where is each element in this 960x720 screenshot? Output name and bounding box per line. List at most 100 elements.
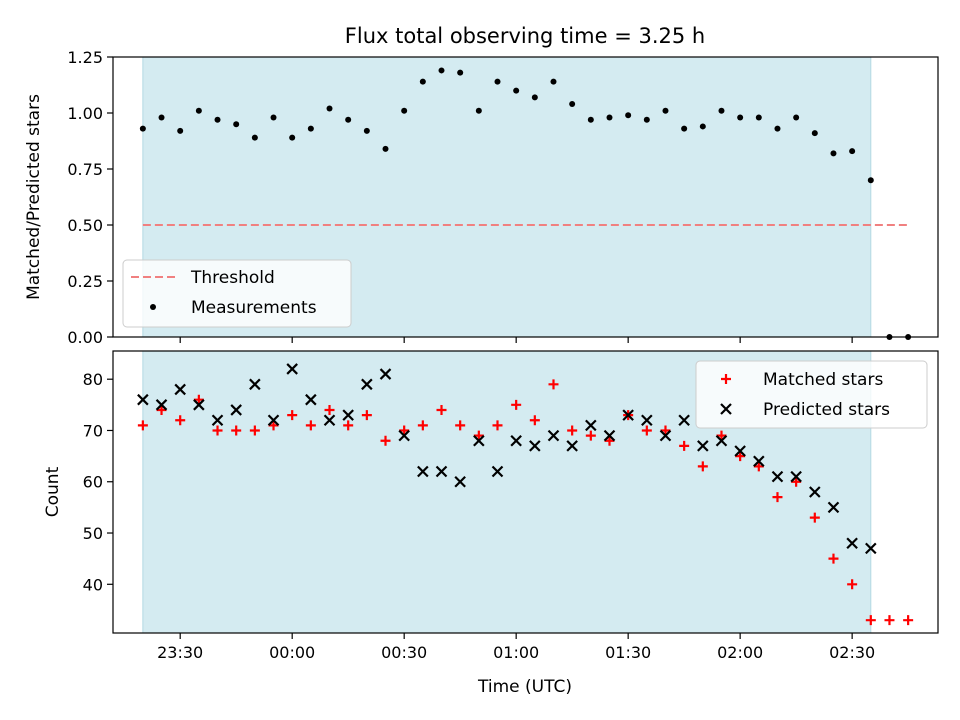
predicted-star-point xyxy=(771,470,784,483)
ratio-panel: 0.00 0.25 0.50 0.75 1.00 1.25 Matched/Predicte… xyxy=(24,48,939,347)
measurement-point xyxy=(326,105,333,112)
matched-star-point xyxy=(679,440,690,451)
ratio-ytick-label: 0.50 xyxy=(67,216,103,235)
measurement-point xyxy=(363,127,370,134)
legend-predicted-label: Predicted stars xyxy=(763,400,890,420)
measurement-point xyxy=(382,145,389,152)
predicted-star-point xyxy=(286,363,298,375)
measurement-point xyxy=(251,134,258,141)
x-axis-label: Time (UTC) xyxy=(477,677,572,697)
measurement-point xyxy=(214,116,221,123)
measurement-point xyxy=(401,107,408,114)
ratio-ytick-label: 0.75 xyxy=(67,160,103,179)
matched-star-point xyxy=(809,512,820,523)
predicted-star-point xyxy=(454,475,466,488)
legend-matched-label: Matched stars xyxy=(763,370,883,390)
predicted-star-point xyxy=(361,378,373,391)
ratio-ytick-label: 0.00 xyxy=(67,328,103,347)
predicted-star-point xyxy=(566,440,578,452)
measurement-point xyxy=(513,87,520,94)
count-ytick-label: 80 xyxy=(83,370,103,389)
measurement-point xyxy=(270,114,277,121)
measurement-point xyxy=(718,107,725,114)
matched-star-point xyxy=(735,451,746,462)
matched-star-point xyxy=(193,394,204,405)
predicted-star-point xyxy=(473,434,485,447)
measurement-point xyxy=(625,112,632,119)
count-xtick-label: 01:30 xyxy=(605,643,651,662)
predicted-star-point xyxy=(678,414,690,426)
measurement-point xyxy=(177,127,184,134)
predicted-star-point xyxy=(342,409,354,421)
matched-star-point xyxy=(268,420,279,431)
matched-star-point xyxy=(231,425,242,436)
legend-measurement-label: Measurements xyxy=(191,298,317,318)
matched-star-point xyxy=(492,420,503,431)
matched-star-point xyxy=(641,425,652,436)
figure-title: Flux total observing time = 3.25 h xyxy=(345,24,705,48)
predicted-star-point xyxy=(174,383,186,396)
matched-star-point xyxy=(753,461,764,472)
ratio-ytick-label: 0.25 xyxy=(67,272,103,291)
legend-matched-swatch xyxy=(721,374,731,384)
ratio-y-axis-label: Matched/Predicted stars xyxy=(24,94,44,300)
predicted-star-point xyxy=(529,440,541,452)
matched-star-point xyxy=(436,404,447,415)
matched-star-point xyxy=(847,579,858,590)
legend-threshold-label: Threshold xyxy=(190,268,275,288)
matched-star-point xyxy=(697,461,708,472)
matched-star-point xyxy=(380,435,391,446)
matched-star-point xyxy=(417,420,428,431)
predicted-star-point xyxy=(715,434,728,447)
matched-star-point xyxy=(716,430,727,441)
measurement-point xyxy=(289,134,296,141)
count-panel: 40 50 60 70 80 23:30 00:00 00:30 01:00 01:30 02:00… xyxy=(43,350,939,662)
predicted-star-point xyxy=(211,414,224,426)
matched-star-point xyxy=(324,404,335,415)
ratio-legend: Threshold Measurements xyxy=(122,259,352,328)
measurement-point xyxy=(606,114,613,121)
count-ytick-label: 70 xyxy=(83,421,103,440)
predicted-star-point xyxy=(249,378,261,391)
matched-star-point xyxy=(156,404,167,415)
predicted-star-point xyxy=(305,393,317,406)
predicted-star-point xyxy=(641,414,653,426)
count-ytick-label: 60 xyxy=(83,473,103,492)
predicted-star-point xyxy=(827,501,840,514)
matched-star-point xyxy=(903,615,914,626)
matched-star-point xyxy=(361,410,372,421)
measurement-point xyxy=(849,148,856,155)
predicted-star-point xyxy=(846,537,858,550)
matched-star-point xyxy=(828,553,839,564)
matched-star-point xyxy=(175,415,186,426)
measurement-point xyxy=(569,101,576,108)
matched-star-point xyxy=(604,435,615,446)
matched-star-point xyxy=(343,420,354,431)
measurement-point xyxy=(774,125,781,132)
ratio-legend-box xyxy=(122,259,352,328)
measurement-point xyxy=(550,78,557,85)
measurement-point xyxy=(737,114,744,121)
predicted-star-point xyxy=(734,445,746,457)
matched-star-point xyxy=(455,420,466,431)
measurement-point xyxy=(643,116,650,123)
matched-star-point xyxy=(567,425,578,436)
predicted-star-point xyxy=(379,368,392,380)
matched-star-point xyxy=(137,420,148,431)
predicted-star-point xyxy=(155,399,168,411)
matched-star-point xyxy=(660,425,671,436)
matched-star-point xyxy=(212,425,223,436)
predicted-star-point xyxy=(137,393,149,406)
predicted-star-point xyxy=(865,542,877,555)
count-xtick-label: 23:30 xyxy=(157,643,203,662)
matched-star-point xyxy=(249,425,260,436)
measurement-point xyxy=(158,114,165,121)
predicted-star-point xyxy=(417,465,429,478)
predicted-star-point xyxy=(809,486,821,498)
predicted-star-point xyxy=(193,399,205,411)
measurement-point xyxy=(830,150,837,157)
predicted-star-point xyxy=(491,465,504,478)
measurement-point xyxy=(457,69,464,76)
predicted-star-point xyxy=(659,429,672,442)
